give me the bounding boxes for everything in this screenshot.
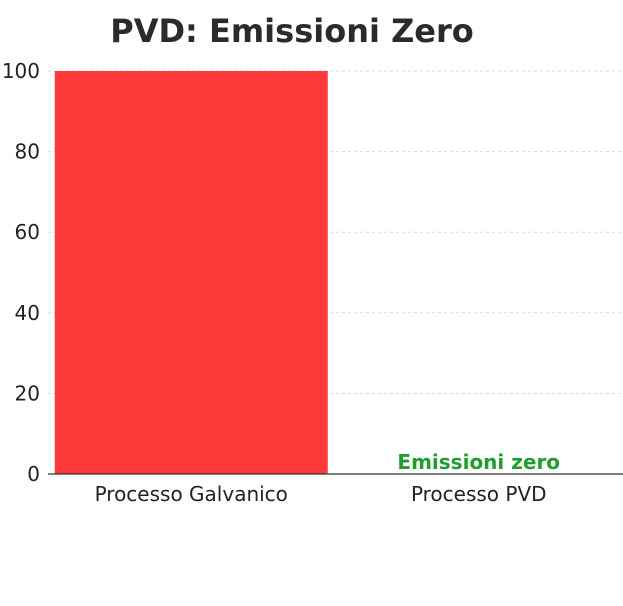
bars [54,71,328,474]
x-category-label: Processo Galvanico [95,482,288,506]
y-tick-label: 20 [15,381,40,405]
y-tick-label: 100 [2,59,40,83]
y-tick-label: 60 [15,220,40,244]
y-tick-label: 0 [27,462,40,486]
bar-1 [54,71,328,474]
y-tick-labels: 0 20 40 60 80 100 [2,59,40,486]
y-tick-label: 80 [15,140,40,164]
bar-annotation: Emissioni zero [397,450,560,474]
chart-title: PVD: Emissioni Zero [110,12,474,50]
x-category-labels: Processo Galvanico Processo PVD [95,482,547,506]
x-category-label: Processo PVD [411,482,547,506]
y-tick-label: 40 [15,301,40,325]
